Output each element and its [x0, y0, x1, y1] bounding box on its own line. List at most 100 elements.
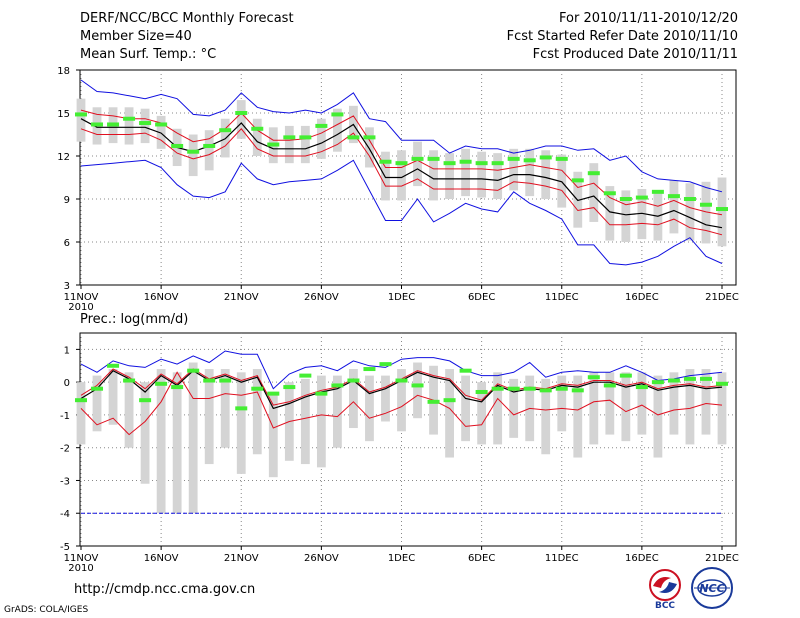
- y-tick-label: 6: [64, 238, 70, 249]
- y-tick-label: 15: [57, 109, 70, 120]
- spread-box: [637, 372, 647, 435]
- spread-box: [509, 378, 519, 438]
- marker-point: [347, 378, 360, 383]
- bcc-logo-text: BCC: [655, 601, 675, 610]
- x-tick-label: 21DEC: [705, 553, 739, 564]
- observed-markers: [75, 362, 728, 411]
- marker-point: [587, 375, 600, 380]
- spread-box: [172, 372, 182, 514]
- forecast-period: For 2010/11/11-2010/12/20: [559, 11, 738, 26]
- ncc-logo: NCC: [691, 567, 733, 609]
- series-line-lower: [80, 128, 723, 236]
- spread-box: [445, 153, 454, 199]
- marker-point: [699, 202, 712, 207]
- marker-point: [523, 158, 536, 163]
- spread-box: [124, 372, 134, 448]
- marker-point: [91, 122, 104, 127]
- spread-box: [717, 177, 727, 247]
- spread-box: [669, 372, 679, 435]
- marker-point: [619, 373, 632, 378]
- marker-point: [91, 386, 104, 391]
- marker-point: [379, 362, 392, 367]
- x-year-label: 2010: [68, 302, 93, 313]
- marker-point: [283, 385, 296, 390]
- spread-box: [300, 378, 310, 465]
- marker-point: [555, 386, 568, 391]
- spread-box: [140, 108, 150, 144]
- spread-box: [76, 382, 86, 445]
- spread-box: [477, 382, 487, 445]
- y-tick-label: -2: [60, 444, 70, 455]
- spread-box: [316, 118, 326, 159]
- spread-box: [461, 375, 471, 442]
- marker-point: [251, 126, 264, 131]
- panel-title: Prec.: log(mm/d): [80, 312, 188, 327]
- marker-point: [75, 398, 87, 403]
- spread-box: [124, 107, 134, 145]
- marker-point: [635, 385, 648, 390]
- y-tick-label: -4: [60, 509, 70, 520]
- spread-box: [477, 151, 487, 198]
- marker-point: [283, 135, 296, 140]
- marker-point: [571, 388, 584, 393]
- marker-point: [683, 197, 696, 201]
- y-tick-label: 9: [64, 195, 70, 206]
- spread-box: [156, 115, 166, 149]
- spread-box: [397, 369, 406, 432]
- variable-label: Mean Surf. Temp.: °C: [80, 47, 217, 62]
- spread-box: [589, 163, 599, 222]
- ncc-logo-text: NCC: [699, 582, 724, 595]
- marker-point: [235, 111, 248, 115]
- spread-box: [108, 369, 118, 425]
- spread-box: [220, 369, 230, 448]
- x-tick-label: 21DEC: [705, 292, 739, 303]
- marker-point: [299, 373, 312, 378]
- spread-box: [300, 125, 310, 164]
- spread-box: [445, 369, 454, 458]
- spread-box: [413, 362, 422, 419]
- marker-point: [267, 142, 280, 147]
- precipitation-panel: -5 -4 -3 -2 -1 0 1 11NOV 16NOV 21NOV 26NOV 1DEC 6DEC…: [60, 312, 739, 574]
- marker-point: [235, 406, 248, 411]
- header-left: DERF/NCC/BCC Monthly Forecast Member Size…: [80, 10, 294, 64]
- marker-point: [267, 391, 280, 396]
- spread-box: [236, 100, 246, 139]
- spread-box: [316, 375, 326, 468]
- spread-box: [557, 154, 567, 208]
- x-tick-label: 11DEC: [545, 292, 579, 303]
- y-tick-label: -5: [60, 542, 70, 553]
- marker-point: [219, 128, 232, 133]
- marker-point: [603, 383, 616, 388]
- marker-point: [155, 122, 168, 127]
- spread-box: [637, 188, 647, 240]
- fcst-produced-date: Fcst Produced Date 2010/11/11: [532, 47, 738, 62]
- y-tick-label: 0: [64, 378, 70, 389]
- spread-box: [284, 125, 294, 164]
- marker-point: [475, 389, 488, 394]
- marker-point: [203, 378, 216, 383]
- fcst-started-date: Fcst Started Refer Date 2010/11/10: [506, 29, 738, 44]
- marker-point: [187, 149, 200, 154]
- marker-point: [667, 194, 680, 199]
- x-tick-label: 11DEC: [545, 553, 579, 564]
- spread-box: [621, 372, 631, 442]
- marker-point: [555, 156, 568, 161]
- spread-box: [156, 369, 166, 514]
- spread-box: [653, 375, 663, 458]
- marker-point: [667, 378, 680, 383]
- spread-box: [493, 372, 503, 445]
- marker-point: [539, 155, 552, 160]
- marker-point: [347, 135, 360, 140]
- marker-point: [123, 116, 136, 121]
- series-line-max: [80, 79, 723, 193]
- spread-box: [349, 369, 358, 429]
- spread-box: [413, 141, 422, 187]
- y-tick-label: 12: [57, 152, 70, 163]
- x-tick-label: 11NOV: [64, 553, 99, 564]
- marker-point: [203, 143, 216, 148]
- spread-box: [605, 186, 615, 241]
- spread-box: [589, 372, 599, 445]
- source-url[interactable]: http://cmdp.ncc.cma.gov.cn: [74, 582, 256, 597]
- member-size: Member Size=40: [80, 29, 192, 44]
- x-tick-label: 26NOV: [304, 292, 339, 303]
